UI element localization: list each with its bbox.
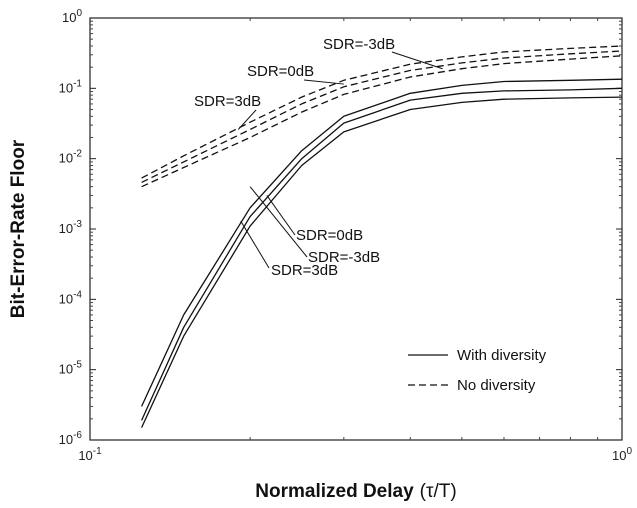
annotation-leader: [249, 186, 308, 258]
y-tick-label-base: 10: [59, 362, 73, 377]
sdr-annotation-label: SDR=3dB: [194, 93, 261, 110]
x-tick-label: 10-1: [78, 446, 102, 463]
y-tick-label-exp: 0: [76, 8, 82, 19]
annotation-leader: [237, 109, 257, 130]
sdr-annotation-label: SDR=-3dB: [308, 249, 380, 266]
y-tick-label-exp: -5: [73, 360, 82, 371]
y-tick-label-base: 10: [62, 10, 76, 25]
sdr-annotation-label: SDR=0dB: [247, 63, 314, 80]
y-tick-label-base: 10: [59, 221, 73, 236]
x-tick-label-base: 10: [78, 448, 92, 463]
no-diversity-series-line-5: [141, 50, 623, 183]
annotation-leader: [240, 220, 270, 269]
y-tick-label-exp: -2: [73, 149, 82, 160]
annotation-leader: [391, 51, 443, 70]
series-layer: [141, 45, 623, 428]
legend-label: With diversity: [457, 347, 547, 364]
legend-label: No diversity: [457, 377, 536, 394]
y-tick-label-base: 10: [59, 151, 73, 166]
y-tick-label-base: 10: [59, 432, 73, 447]
y-tick-label-exp: -6: [73, 430, 82, 441]
x-tick-label-base: 10: [612, 448, 626, 463]
legend: With diversity No diversity: [408, 347, 547, 394]
y-tick-label: 100: [62, 8, 82, 25]
no-diversity-series-line-6: [141, 55, 623, 188]
x-tick-label-exp: 0: [626, 446, 632, 457]
x-axis-title: Normalized Delay (τ/T): [255, 481, 456, 502]
x-tick-label-exp: -1: [93, 446, 102, 457]
annotation-leader: [303, 79, 344, 85]
y-tick-label: 10-5: [59, 360, 83, 377]
y-tick-label-exp: -3: [73, 219, 82, 230]
x-tick-label: 100: [612, 446, 632, 463]
with-diversity-series-line-3: [141, 96, 623, 428]
annotation-leader: [266, 195, 296, 236]
y-tick-label: 10-2: [59, 149, 83, 166]
y-tick-label: 10-4: [59, 289, 83, 306]
annotations: SDR=-3dBSDR=0dBSDR=3dBSDR=-3dBSDR=0dBSDR…: [194, 36, 443, 279]
y-tick-label: 10-6: [59, 430, 83, 447]
y-tick-label-base: 10: [59, 80, 73, 95]
y-tick-label: 10-1: [59, 78, 83, 95]
sdr-annotation-label: SDR=3dB: [271, 262, 338, 279]
sdr-annotation-label: SDR=-3dB: [323, 36, 395, 53]
y-axis-title: Bit-Error-Rate Floor: [8, 139, 29, 318]
y-tick-label-exp: -4: [73, 289, 82, 300]
y-tick-label-exp: -1: [73, 78, 82, 89]
with-diversity-series-line-2: [141, 87, 623, 421]
x-axis-title-unit: (τ/T): [420, 481, 457, 502]
y-tick-label: 10-3: [59, 219, 83, 236]
x-axis-title-main: Normalized Delay: [255, 481, 414, 502]
sdr-annotation-label: SDR=0dB: [296, 227, 363, 244]
with-diversity-series-line-1: [141, 78, 623, 407]
no-diversity-series-line-4: [141, 45, 623, 179]
y-tick-label-base: 10: [59, 291, 73, 306]
